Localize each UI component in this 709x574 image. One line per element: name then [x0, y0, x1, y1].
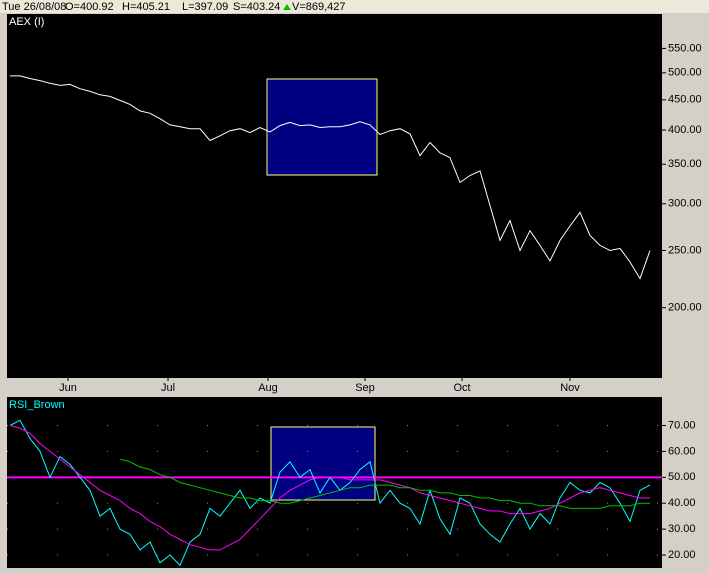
y-tick-label: 300.00: [668, 198, 702, 210]
y-tick-label: 450.00: [668, 94, 702, 106]
y-tick-label: 60.00: [668, 445, 696, 457]
info-bar: [0, 0, 709, 13]
x-tick-label: Sep: [355, 382, 375, 394]
x-tick-label: Aug: [258, 382, 278, 394]
info-text: S=403.24: [233, 1, 280, 13]
y-tick-label: 400.00: [668, 124, 702, 136]
panel-title: RSI_Brown: [9, 399, 65, 411]
y-tick-label: 70.00: [668, 419, 696, 431]
y-tick-label: 550.00: [668, 42, 702, 54]
x-tick-label: Jul: [161, 382, 175, 394]
info-text: H=405.21: [122, 1, 170, 13]
y-tick-label: 200.00: [668, 302, 702, 314]
info-text: V=869,427: [292, 1, 346, 13]
series-line: [9, 425, 650, 551]
y-tick-label: 30.00: [668, 523, 696, 535]
panel-title: AEX (I): [9, 16, 44, 28]
y-tick-label: 250.00: [668, 244, 702, 256]
info-text: O=400.92: [65, 1, 114, 13]
x-tick-label: Jun: [59, 382, 77, 394]
x-tick-label: Nov: [560, 382, 580, 394]
volume-up-icon: [283, 4, 291, 10]
x-tick-label: Oct: [453, 382, 470, 394]
y-tick-label: 350.00: [668, 158, 702, 170]
y-tick-label: 20.00: [668, 549, 696, 561]
y-tick-label: 500.00: [668, 67, 702, 79]
info-text: L=397.09: [182, 1, 228, 13]
price-panel: [7, 14, 662, 378]
y-tick-label: 40.00: [668, 497, 696, 509]
y-tick-label: 50.00: [668, 471, 696, 483]
series-line: [119, 458, 650, 509]
info-text: Tue 26/08/08: [2, 1, 66, 13]
series-line: [10, 75, 651, 280]
